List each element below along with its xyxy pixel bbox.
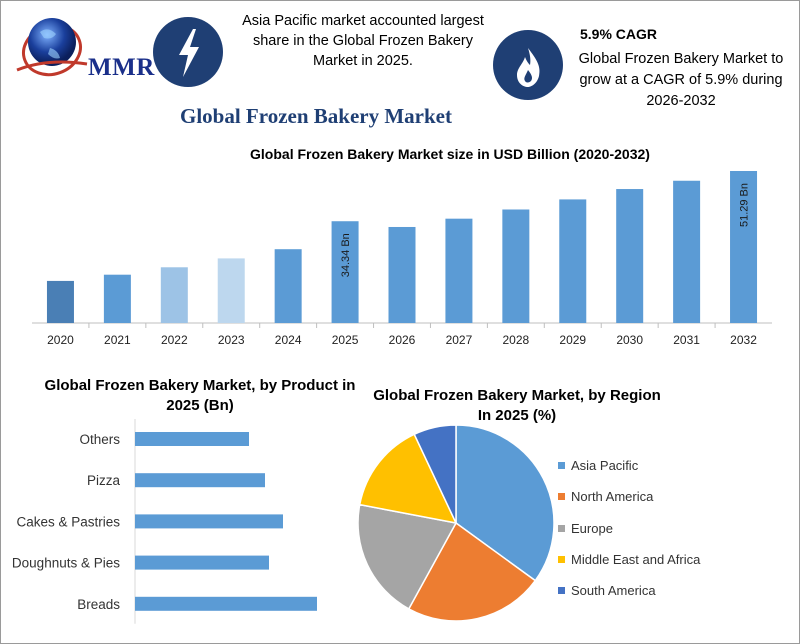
pie-slice	[407, 521, 537, 622]
product-chart-title: Global Frozen Bakery Market, by Product …	[44, 377, 356, 414]
x-tick-label: 2028	[502, 333, 529, 347]
x-tick-label: 2024	[275, 333, 302, 347]
legend-item: Middle East and Africa	[558, 544, 700, 575]
bar-2022	[160, 267, 188, 323]
product-bar	[135, 555, 269, 570]
legend-label: North America	[571, 489, 654, 505]
legend-swatch	[558, 462, 565, 470]
bar-2021	[103, 274, 131, 323]
x-tick-label: 2025	[332, 333, 359, 347]
legend-item: North America	[558, 481, 700, 512]
legend-swatch	[558, 524, 565, 532]
cagr-title: 5.9% CAGR	[580, 26, 658, 42]
bar-2027	[445, 218, 473, 323]
legend-item: Asia Pacific	[558, 450, 700, 481]
legend-swatch	[558, 556, 565, 564]
x-tick-label: 2031	[673, 333, 700, 347]
bar-2023	[217, 258, 245, 323]
product-label: Cakes & Pastries	[16, 514, 120, 529]
x-tick-label: 2020	[47, 333, 74, 347]
product-label: Breads	[77, 597, 120, 612]
lightning-bolt-icon	[153, 17, 223, 87]
data-label: 51.29 Bn	[739, 183, 751, 227]
bar-2032	[730, 170, 758, 323]
bar-2030	[616, 189, 644, 323]
x-tick-label: 2022	[161, 333, 188, 347]
bar-2025	[331, 221, 359, 323]
pie-slice	[413, 424, 457, 524]
product-label: Pizza	[87, 473, 121, 488]
bar-2028	[502, 209, 530, 323]
market-size-chart-title: Global Frozen Bakery Market size in USD …	[250, 146, 650, 162]
legend-label: Europe	[571, 520, 613, 536]
x-tick-label: 2032	[730, 333, 757, 347]
pie-slice	[358, 433, 458, 525]
legend-item: South America	[558, 575, 700, 606]
product-bar	[135, 596, 317, 611]
product-horizontal-bar-chart: Others Pizza Cakes & Pastries Doughnuts & P…	[12, 419, 317, 624]
product-label: Doughnuts & Pies	[12, 556, 120, 571]
market-size-bar-chart: 2020 2021 2022 2023 2024 2025 2026 2027 2028 2029…	[32, 170, 772, 347]
product-label: Others	[79, 432, 120, 447]
flame-icon	[493, 30, 563, 100]
legend-label: Middle East and Africa	[571, 552, 701, 568]
pie-slice	[357, 503, 458, 610]
product-bar	[135, 473, 265, 488]
x-tick-label: 2030	[616, 333, 643, 347]
legend-label: South America	[571, 583, 656, 599]
bar-2026	[388, 226, 416, 323]
x-tick-label: 2021	[104, 333, 131, 347]
data-label: 34.34 Bn	[340, 233, 352, 277]
x-tick-label: 2027	[446, 333, 473, 347]
legend-swatch	[558, 587, 565, 595]
bar-2024	[274, 249, 302, 323]
fact-cagr: Global Frozen Bakery Market to grow at a…	[578, 51, 784, 109]
brand-name: MMR	[88, 54, 155, 81]
region-legend: Asia Pacific North America Europe Middle Ea…	[558, 450, 700, 606]
region-chart-title: Global Frozen Bakery Market, by Region I…	[373, 387, 661, 424]
product-bar	[135, 432, 249, 446]
bar-2031	[673, 180, 701, 323]
pie-slice	[455, 424, 555, 582]
bar-2029	[559, 199, 587, 323]
x-tick-label: 2029	[559, 333, 586, 347]
x-tick-label: 2026	[389, 333, 416, 347]
legend-item: Europe	[558, 513, 700, 544]
x-tick-label: 2023	[218, 333, 245, 347]
page-title: Global Frozen Bakery Market	[180, 104, 452, 128]
product-bar	[135, 514, 283, 529]
bar-2020	[46, 280, 74, 323]
mmr-logo: MMR	[12, 10, 155, 81]
legend-swatch	[558, 493, 565, 501]
globe-icon	[16, 18, 88, 77]
fact-asia-pacific: Asia Pacific market accounted largest sh…	[242, 13, 484, 69]
legend-label: Asia Pacific	[571, 458, 639, 474]
